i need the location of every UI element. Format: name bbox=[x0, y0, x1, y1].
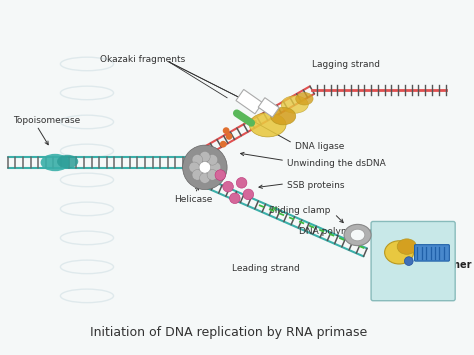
Circle shape bbox=[192, 154, 203, 165]
FancyBboxPatch shape bbox=[371, 222, 455, 301]
Text: RNA primer: RNA primer bbox=[408, 260, 472, 270]
Text: Topoisomerase: Topoisomerase bbox=[14, 115, 81, 125]
Circle shape bbox=[189, 162, 200, 173]
Circle shape bbox=[215, 170, 226, 180]
Ellipse shape bbox=[344, 224, 371, 246]
Circle shape bbox=[199, 162, 210, 173]
Circle shape bbox=[229, 193, 240, 203]
Ellipse shape bbox=[350, 229, 365, 241]
Ellipse shape bbox=[281, 96, 308, 113]
Text: Sliding clamp: Sliding clamp bbox=[269, 206, 330, 215]
Circle shape bbox=[210, 162, 221, 173]
Circle shape bbox=[223, 127, 229, 134]
Ellipse shape bbox=[249, 113, 286, 137]
Text: DNA ligase: DNA ligase bbox=[295, 142, 344, 151]
Circle shape bbox=[207, 170, 218, 180]
Text: Primase: Primase bbox=[396, 283, 435, 293]
Text: DNA polymerase: DNA polymerase bbox=[299, 226, 375, 236]
Circle shape bbox=[207, 154, 218, 165]
Text: SSB proteins: SSB proteins bbox=[287, 181, 345, 190]
Circle shape bbox=[200, 152, 210, 162]
Text: Okazaki fragments: Okazaki fragments bbox=[100, 55, 186, 64]
Text: Unwinding the dsDNA: Unwinding the dsDNA bbox=[287, 159, 386, 168]
Circle shape bbox=[226, 133, 232, 140]
Circle shape bbox=[223, 181, 233, 192]
Text: Initiation of DNA replication by RNA primase: Initiation of DNA replication by RNA pri… bbox=[91, 326, 368, 339]
Text: Leading strand: Leading strand bbox=[232, 264, 300, 273]
Circle shape bbox=[236, 178, 247, 188]
Ellipse shape bbox=[57, 155, 78, 168]
Circle shape bbox=[243, 189, 254, 200]
Polygon shape bbox=[258, 98, 279, 117]
Ellipse shape bbox=[397, 239, 417, 254]
Ellipse shape bbox=[384, 241, 414, 264]
Circle shape bbox=[192, 170, 203, 180]
Ellipse shape bbox=[271, 108, 296, 125]
Circle shape bbox=[200, 173, 210, 183]
Ellipse shape bbox=[41, 154, 70, 171]
Circle shape bbox=[220, 141, 227, 148]
FancyBboxPatch shape bbox=[415, 245, 449, 261]
Text: Helicase: Helicase bbox=[174, 195, 212, 204]
Text: Lagging strand: Lagging strand bbox=[312, 60, 380, 70]
Polygon shape bbox=[236, 89, 263, 114]
Ellipse shape bbox=[296, 92, 313, 105]
Circle shape bbox=[182, 145, 227, 190]
Circle shape bbox=[404, 257, 413, 266]
